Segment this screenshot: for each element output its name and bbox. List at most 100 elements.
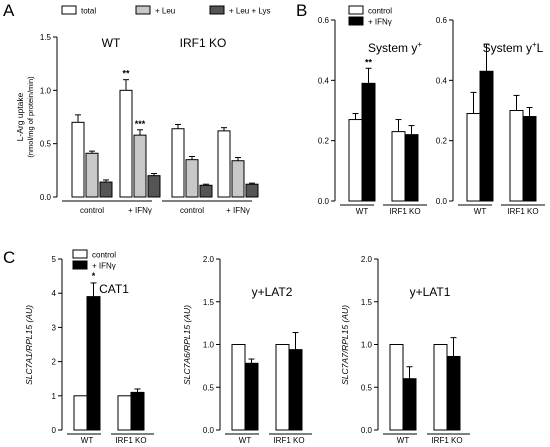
panel-a-bar xyxy=(217,130,231,198)
panel-c-plot-1-bar xyxy=(117,395,132,431)
panel-c-plot-2-title: y+LAT2 xyxy=(252,285,293,299)
panel-b-plot-1-x-category: IRF1 KO xyxy=(389,207,420,216)
panel-b-plot-1-title: System y+ xyxy=(368,40,422,55)
panel-b-legend-label: control xyxy=(368,7,392,16)
panel-c-plot-3-bar xyxy=(402,378,417,431)
panel-a-legend-label: total xyxy=(81,7,96,16)
panel-b-plot-1-title-sup: + xyxy=(417,40,422,49)
panel-a-y-tick-label: 1.5 xyxy=(40,33,52,42)
panel-c-plot-3-x-category: IRF1 KO xyxy=(431,436,462,445)
panel-a-bar xyxy=(171,128,185,198)
panel-c-plot-1-y-tick-label: 4 xyxy=(52,289,57,298)
panel-c-plot-2-y-tick-label: 0.5 xyxy=(203,383,215,392)
panel-b-plot-2-bar xyxy=(522,116,537,202)
panel-a-bar xyxy=(199,184,213,198)
panel-a-legend-label: + Leu + Lys xyxy=(229,7,271,16)
panel-b-plot-2-bar xyxy=(509,110,524,202)
panel-a-significance: *** xyxy=(135,119,146,129)
panel-a-y-label-units: (nmol/mg of protein/min) xyxy=(26,76,35,158)
panel-c-plot-2-bar xyxy=(244,362,259,431)
panel-c-plot-1-y-tick-label: 3 xyxy=(52,323,57,332)
panel-c-plot-3-bar xyxy=(446,355,461,431)
panel-c-plot-1-y-label: SLC7A1/RPL15 (AU) xyxy=(24,305,34,385)
panel-b-plot-2-title-main: System y xyxy=(483,41,532,55)
panel-a-bar xyxy=(71,121,85,198)
panel-b-plot-2-y-tick-label: 0.0 xyxy=(436,197,448,206)
panel-letter-a: A xyxy=(3,1,15,20)
panel-c-legend-label: control xyxy=(92,251,116,260)
panel-c-plot-1-x-category: IRF1 KO xyxy=(115,436,146,445)
panel-a-bar xyxy=(231,160,245,198)
panel-c-plot-3-y-tick-label: 1.5 xyxy=(361,298,373,307)
panel-b-plot-2-x-category: IRF1 KO xyxy=(507,207,538,216)
panel-b-plot-2-title-tail: L xyxy=(537,41,544,55)
panel-c-plot-3-bar xyxy=(433,344,448,431)
panel-b-plot-1-significance: ** xyxy=(365,57,373,67)
panel-a-group-title: IRF1 KO xyxy=(180,36,227,50)
panel-c-plot-1-y-tick-label: 1 xyxy=(52,392,57,401)
panel-a-x-category: + IFNγ xyxy=(226,206,250,215)
panel-a-bar xyxy=(185,159,199,198)
panel-a-bar xyxy=(147,175,161,198)
panel-c-plot-1-y-tick-label: 0 xyxy=(52,426,57,435)
panel-c-plot-1-y-tick-label: 2 xyxy=(52,358,57,367)
panel-a-legend-label: + Leu xyxy=(155,7,175,16)
panel-c-plot-2-bar xyxy=(288,349,303,431)
panel-a-legend-swatch xyxy=(209,5,225,15)
panel-b-plot-2-y-tick-label: 0.4 xyxy=(436,76,448,85)
panel-a-y-tick-label: 0.0 xyxy=(40,193,52,202)
panel-c-plot-1-x-category: WT xyxy=(81,436,94,445)
panel-c-plot-1-title: CAT1 xyxy=(99,282,129,296)
panel-a-bar xyxy=(119,89,133,198)
panel-c-legend-label: + IFNγ xyxy=(92,262,116,271)
panel-letter-b: B xyxy=(296,1,307,20)
panel-c-plot-2-bar xyxy=(275,344,290,431)
panel-letter-c: C xyxy=(3,248,15,267)
panel-b-plot-1-y-tick-label: 0.6 xyxy=(318,16,330,25)
panel-a-y-tick-label: 1.0 xyxy=(40,86,52,95)
panel-c-plot-3-y-label: SLC7A7/RPL15 (AU) xyxy=(340,305,350,385)
panel-b-plot-1-x-category: WT xyxy=(356,207,369,216)
panel-a-x-category: control xyxy=(80,206,104,215)
panel-c-legend-swatch xyxy=(72,260,88,270)
panel-b-plot-1-bar xyxy=(348,119,363,202)
panel-b-legend-swatch xyxy=(348,16,364,26)
panel-c-plot-2-x-category: WT xyxy=(239,436,252,445)
panel-a-bar xyxy=(133,134,147,198)
panel-a-bar xyxy=(85,152,99,198)
panel-c-plot-2-y-tick-label: 2.0 xyxy=(203,255,215,264)
panel-c-plot-3-y-tick-label: 0.0 xyxy=(361,426,373,435)
panel-c-plot-3-bar xyxy=(389,344,404,431)
panel-c-plot-1-bar xyxy=(86,296,101,431)
panel-b-plot-2-x-category: WT xyxy=(474,207,487,216)
panel-c-plot-2-y-tick-label: 0.0 xyxy=(203,426,215,435)
panel-b-legend-swatch xyxy=(348,5,364,15)
panel-b-legend-label: + IFNγ xyxy=(368,18,392,27)
panel-c-plot-2-y-tick-label: 1.5 xyxy=(203,298,215,307)
panel-b-plot-1-title-main: System y xyxy=(368,41,417,55)
panel-c-legend-swatch xyxy=(72,249,88,259)
panel-c-plot-1-y-tick-label: 5 xyxy=(52,255,57,264)
panel-b-plot-2-bar xyxy=(479,70,494,202)
panel-c-plot-3-y-tick-label: 1.0 xyxy=(361,341,373,350)
panel-c-plot-1-bar xyxy=(73,395,88,431)
panel-b-plot-1-y-tick-label: 0.0 xyxy=(318,197,330,206)
panel-c-plot-2-bar xyxy=(231,344,246,431)
panel-b-plot-1-bar xyxy=(361,82,376,202)
panel-c-plot-1-bar xyxy=(130,391,145,431)
panel-b-plot-2-title: System y+L xyxy=(483,40,544,55)
panel-b-plot-2-y-tick-label: 0.6 xyxy=(436,16,448,25)
panel-c-plot-1-significance: * xyxy=(92,271,96,281)
panel-c-plot-2-y-tick-label: 1.0 xyxy=(203,341,215,350)
panel-b-plot-1-bar xyxy=(391,131,406,202)
panel-c-plot-2-y-label: SLC7A6/RPL15 (AU) xyxy=(182,305,192,385)
panel-a-legend-swatch xyxy=(61,5,77,15)
panel-a-x-category: control xyxy=(180,206,204,215)
panel-a-significance: ** xyxy=(122,69,130,79)
panel-a-group-title: WT xyxy=(102,36,121,50)
panel-c-plot-3-y-tick-label: 0.5 xyxy=(361,383,373,392)
panel-b-plot-1-y-tick-label: 0.4 xyxy=(318,76,330,85)
panel-b-plot-2-y-tick-label: 0.2 xyxy=(436,137,448,146)
panel-c-plot-3-title: y+LAT1 xyxy=(410,285,451,299)
